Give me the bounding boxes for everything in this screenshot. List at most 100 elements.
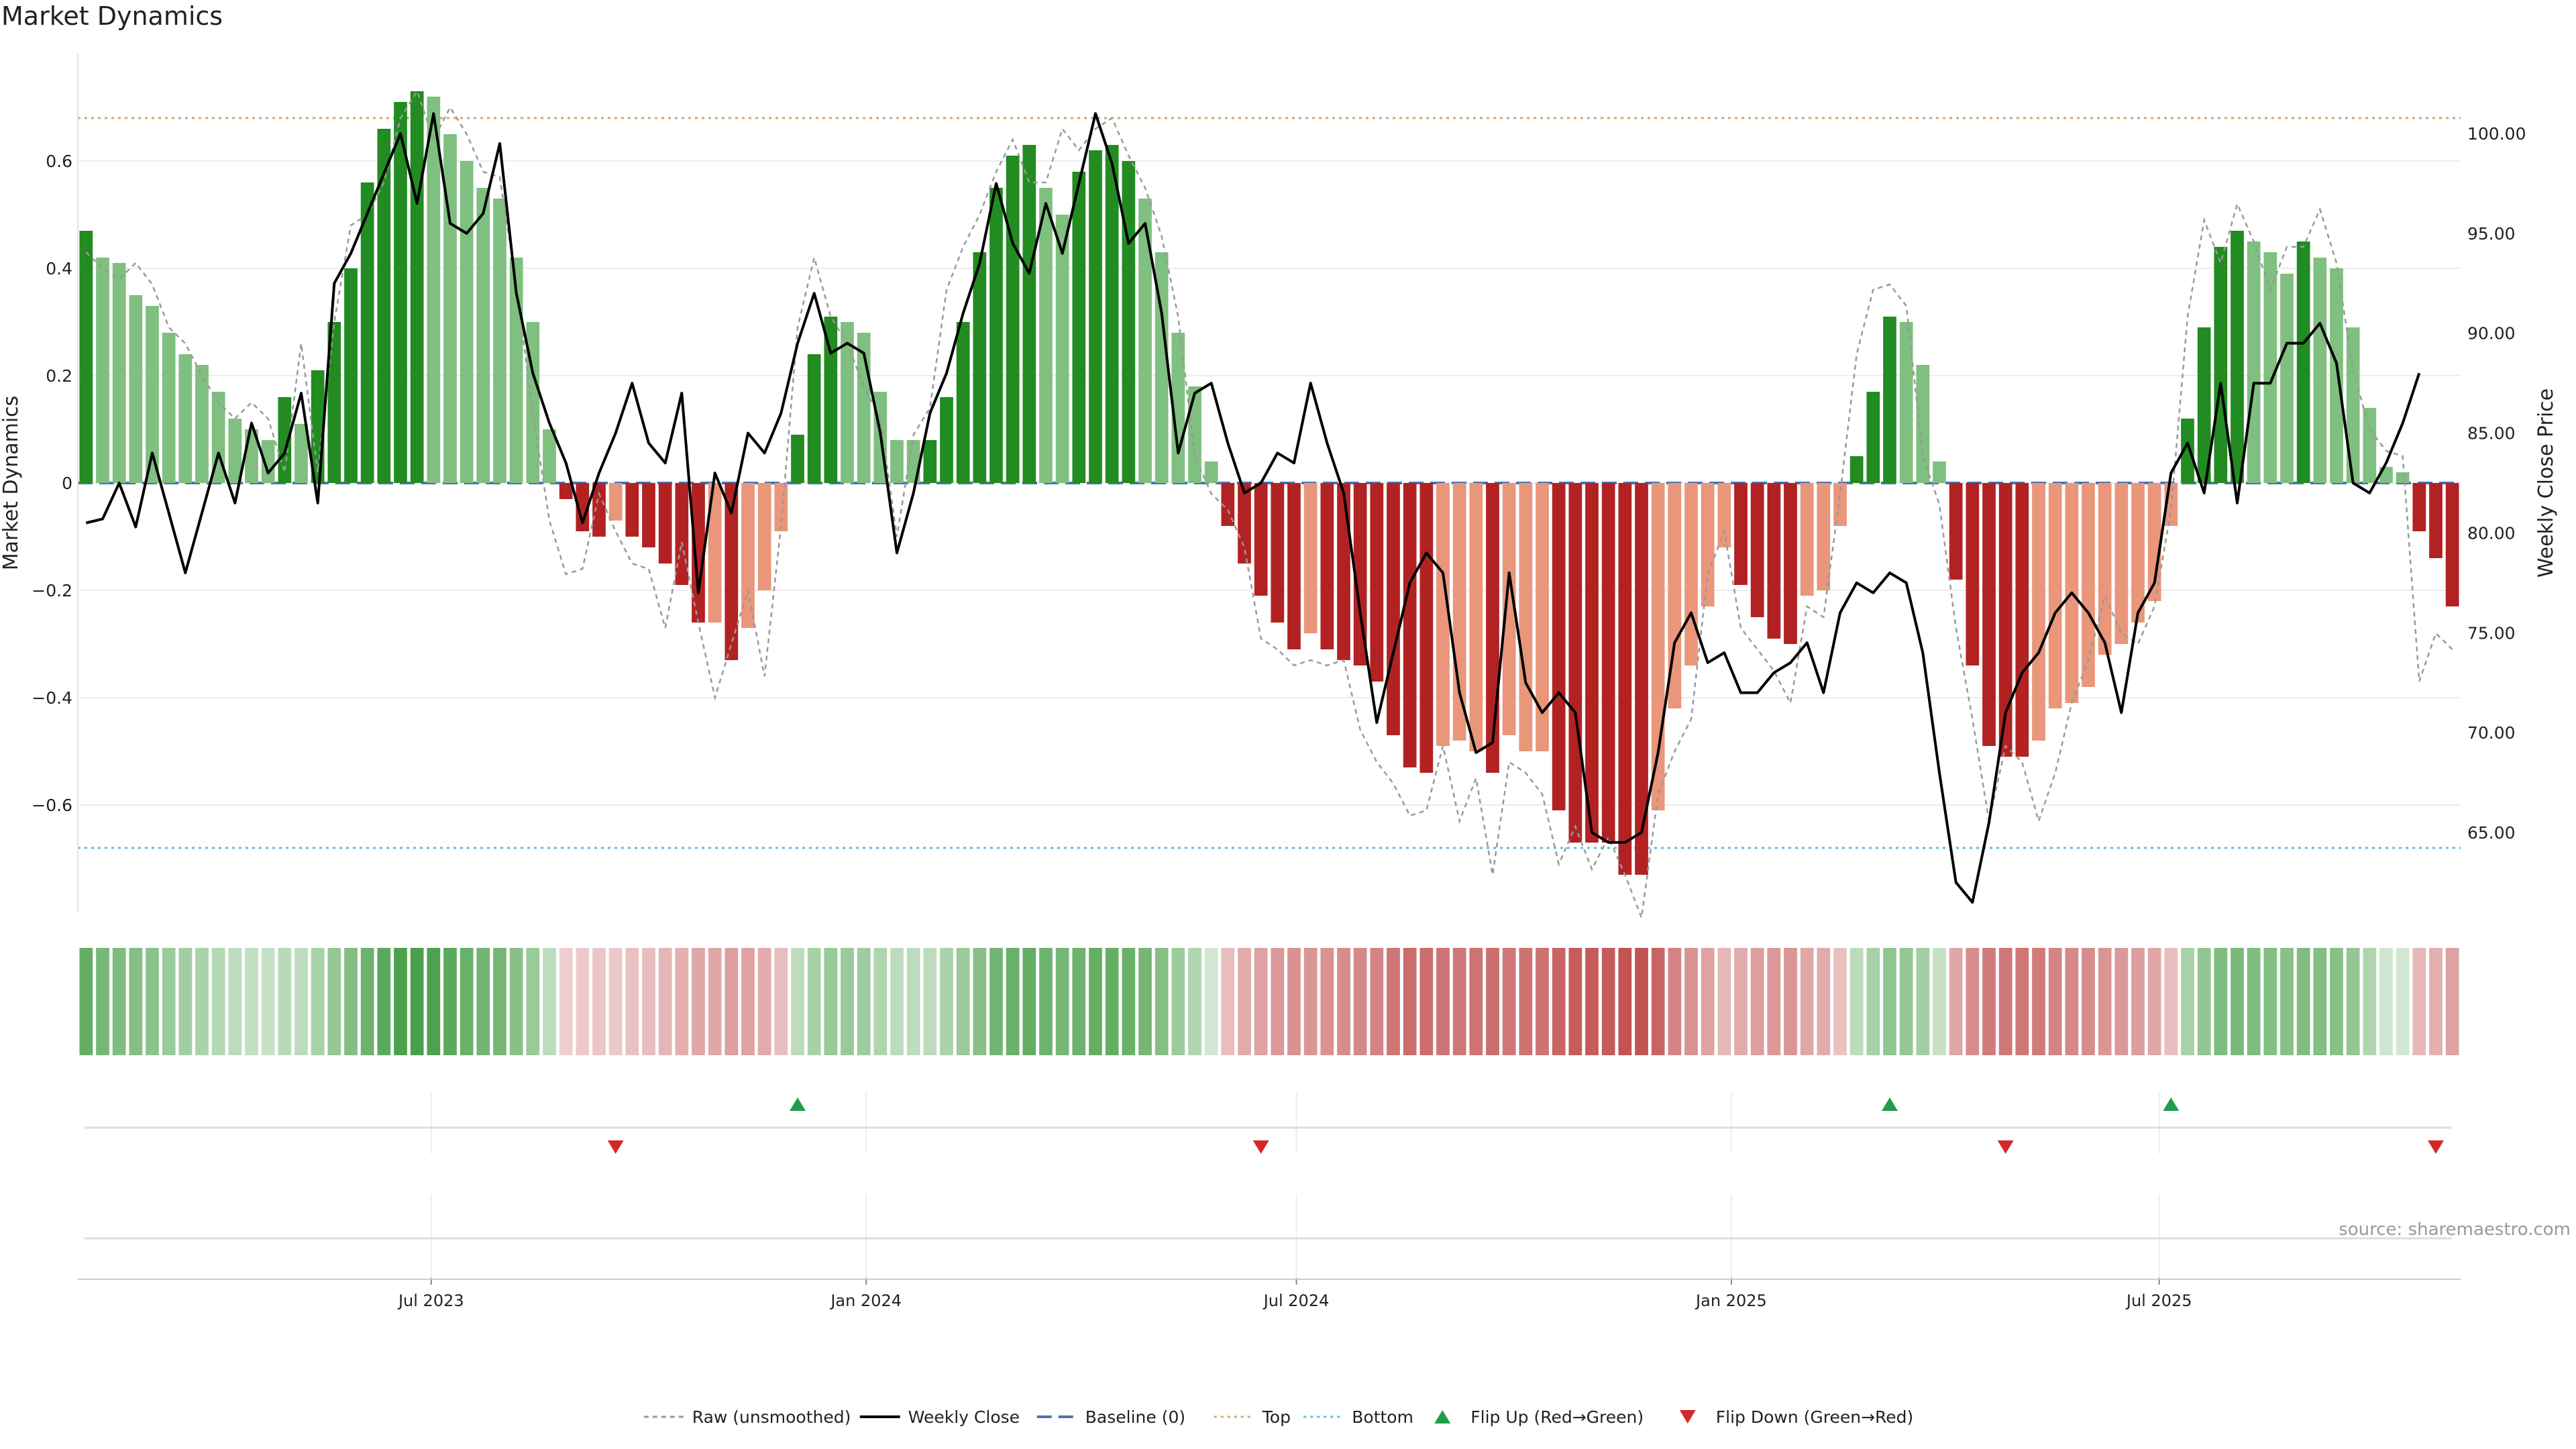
regime-strip-cell [410,948,424,1055]
regime-strip-cell [1039,948,1053,1055]
legend-label: Baseline (0) [1085,1407,1185,1427]
regime-strip-cell [576,948,590,1055]
dynamics-bar [1933,462,1946,483]
dynamics-bar [1717,483,1731,547]
regime-strip-cell [1387,948,1400,1055]
y-left-tick-label: −0.4 [32,688,72,708]
dynamics-bar [1105,145,1119,483]
dynamics-bar [1916,365,1930,483]
legend-label: Top [1262,1407,1291,1427]
dynamics-bar [2429,483,2443,558]
flip-down-marker [2428,1140,2444,1154]
dynamics-bar [1188,386,1201,483]
regime-strip-cell [2231,948,2244,1055]
regime-strip-cell [857,948,871,1055]
regime-strip-cell [1089,948,1102,1055]
flip-down-marker [1997,1140,2014,1154]
dynamics-bar [129,295,143,483]
regime-strip-cell [1254,948,1268,1055]
dynamics-bar [1452,483,1466,741]
dynamics-bar [956,322,970,483]
regime-strip-cell [1635,948,1648,1055]
regime-strip-cell [1684,948,1698,1055]
regime-strip-cell [1651,948,1665,1055]
dynamics-bar [1287,483,1301,649]
dynamics-bar [2214,247,2228,483]
regime-strip-cell [608,948,623,1055]
dynamics-bar [1601,483,1615,843]
regime-strip-cell [1784,948,1797,1055]
regime-strip-cell [1353,948,1367,1055]
regime-strip-cell [1998,948,2012,1055]
regime-strip-cell [1866,948,1880,1055]
dynamics-bar [708,483,722,623]
regime-strip-cell [2445,948,2459,1055]
regime-strip-cell [1734,948,1748,1055]
regime-strip-cell [1585,948,1599,1055]
dynamics-bar [1949,483,1963,580]
regime-strip-cell [1568,948,1582,1055]
dynamics-bar [410,91,424,483]
regime-strip-cell [989,948,1003,1055]
dynamics-bar [96,258,109,483]
dynamics-bar [1502,483,1516,735]
regime-strip-cell [96,948,109,1055]
regime-strip-cell [2197,948,2211,1055]
regime-strip-cell [1800,948,1814,1055]
dynamics-bar [973,252,987,483]
regime-strip-cell [1271,948,1285,1055]
legend-label: Weekly Close [908,1407,1020,1427]
weekly-close-line [85,112,2421,904]
regime-strip-cell [625,948,639,1055]
regime-strip-cell [2412,948,2426,1055]
dynamics-bar [1767,483,1781,639]
regime-strip-cell [1519,948,1533,1055]
dynamics-bar [1635,483,1648,875]
dynamics-bar [1370,483,1384,682]
regime-strip-cell [559,948,573,1055]
regime-strip-cell [2082,948,2095,1055]
dynamics-bar [658,483,672,564]
dynamics-bar [940,397,953,483]
regime-strip-cell [841,948,854,1055]
regime-strip-cell [906,948,920,1055]
dynamics-bar [675,483,689,585]
regime-strip-cell [311,948,325,1055]
y-left-tick-label: −0.2 [32,581,72,600]
dynamics-bar [543,429,556,483]
dynamics-bar [989,188,1003,483]
dynamics-bar [1849,456,1864,483]
dynamics-bar [2296,241,2310,483]
regime-strip-cell [2396,948,2410,1055]
dynamics-bar [294,424,308,483]
dynamics-bar [2313,258,2327,483]
regime-strip-cell [112,948,126,1055]
regime-strip-cell [2263,948,2277,1055]
dynamics-bar [493,199,506,483]
legend-label: Raw (unsmoothed) [692,1407,851,1427]
y-left-tick-label: 0.6 [46,152,72,171]
dynamics-bar [1568,483,1582,843]
regime-strip-cell [1138,948,1152,1055]
dynamics-bar [1866,392,1880,483]
regime-strip-cell [724,948,739,1055]
regime-strip-cell [344,948,358,1055]
regime-strip-cell [873,948,888,1055]
regime-strip-cell [278,948,292,1055]
regime-strip-cell [427,948,441,1055]
regime-strip-cell [1320,948,1334,1055]
regime-strip-cell [1767,948,1781,1055]
legend-swatch [1434,1410,1451,1424]
raw-line [85,89,2453,918]
dynamics-bar [774,483,788,531]
dynamics-bar [642,483,655,547]
regime-strip-cell [2032,948,2045,1055]
regime-strip-cell [2098,948,2112,1055]
dynamics-bar [2197,327,2211,483]
dynamics-bar [1006,156,1020,483]
regime-strip-cell [1188,948,1201,1055]
dynamics-bar [427,97,441,483]
y-left-axis-title: Market Dynamics [0,396,23,571]
flip-down-marker [607,1140,624,1154]
regime-strip-cell [824,948,838,1055]
